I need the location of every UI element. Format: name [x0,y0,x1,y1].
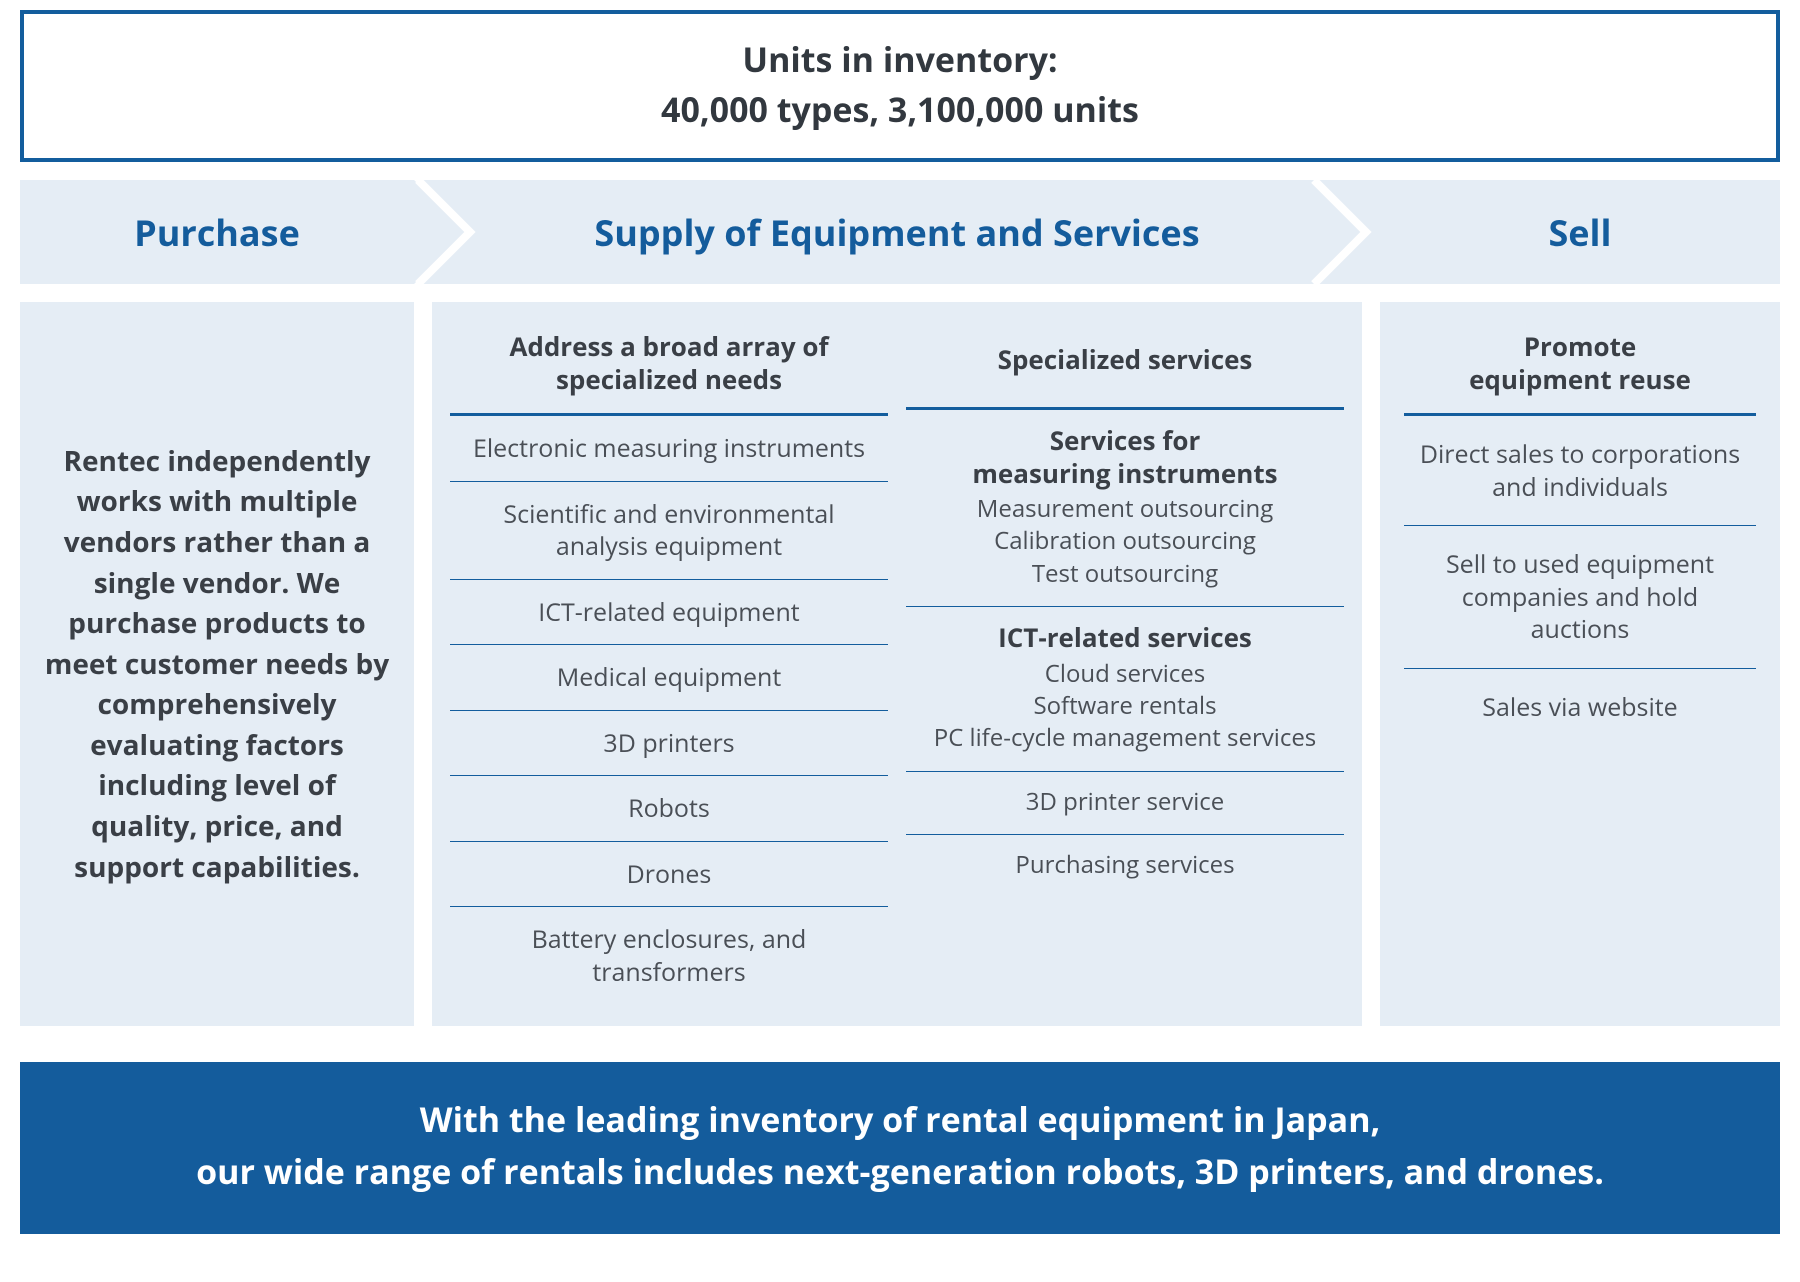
process-arrow-row: Purchase Supply of Equipment and Service… [20,180,1780,284]
needs-item: Battery enclosures, and transformers [450,907,888,1004]
purchase-column: Rentec independently works with multiple… [20,302,414,1026]
services-header: Specialized services [906,324,1344,410]
service-block-line: Software rentals [910,690,1340,722]
services-subcolumn: Specialized services Services formeasuri… [906,324,1344,1004]
service-block-line: Cloud services [910,658,1340,690]
inventory-header-box: Units in inventory: 40,000 types, 3,100,… [20,10,1780,162]
service-block: Purchasing services [906,835,1344,897]
service-block: 3D printer service [906,772,1344,835]
stage-sell: Sell [1380,180,1780,284]
sell-item: Direct sales to corporations and individ… [1404,416,1756,526]
sell-item: Sales via website [1404,669,1756,746]
service-block: ICT-related services Cloud servicesSoftwa… [906,607,1344,772]
stage-purchase-label: Purchase [134,208,300,257]
stage-supply-label: Supply of Equipment and Services [594,208,1199,257]
stage-purchase: Purchase [20,180,414,284]
needs-item: Robots [450,776,888,842]
content-columns: Rentec independently works with multiple… [20,302,1780,1026]
chevron-icon [414,180,484,284]
service-block-title: ICT-related services [910,621,1340,654]
service-block-line: PC life-cycle management services [910,722,1340,754]
service-block-line: Test outsourcing [910,558,1340,590]
inventory-header-line1: Units in inventory: [34,36,1766,82]
purchase-description: Rentec independently works with multiple… [44,441,390,888]
needs-header: Address a broad array of specialized nee… [450,324,888,416]
inventory-header-line2: 40,000 types, 3,100,000 units [34,86,1766,132]
sell-column: Promoteequipment reuse Direct sales to c… [1380,302,1780,1026]
sell-list: Direct sales to corporations and individ… [1404,416,1756,745]
service-block: Services formeasuring instruments Measure… [906,410,1344,607]
sell-item: Sell to used equipment companies and hol… [1404,526,1756,669]
service-block-title: Services formeasuring instruments [910,424,1340,489]
needs-item: ICT-related equipment [450,580,888,646]
supply-column: Address a broad array of specialized nee… [432,302,1362,1026]
services-list: Services formeasuring instruments Measure… [906,410,1344,898]
service-block-line: Purchasing services [910,849,1340,881]
infographic-root: Units in inventory: 40,000 types, 3,100,… [20,10,1780,1234]
needs-item: Scientific and environmental analysis eq… [450,482,888,580]
needs-item: Drones [450,842,888,908]
needs-list: Electronic measuring instrumentsScientif… [450,416,888,1004]
sell-header: Promoteequipment reuse [1404,324,1756,416]
service-block-line: Measurement outsourcing [910,493,1340,525]
banner-line1: With the leading inventory of rental equ… [40,1096,1760,1142]
service-block-line: Calibration outsourcing [910,525,1340,557]
chevron-icon [1310,180,1380,284]
needs-item: Electronic measuring instruments [450,416,888,482]
banner-line2: our wide range of rentals includes next-… [40,1148,1760,1194]
needs-subcolumn: Address a broad array of specialized nee… [450,324,888,1004]
sell-header-text: Promoteequipment reuse [1469,330,1691,395]
service-block-line: 3D printer service [910,786,1340,818]
stage-supply: Supply of Equipment and Services [484,180,1310,284]
stage-sell-label: Sell [1548,208,1611,257]
footer-banner: With the leading inventory of rental equ… [20,1062,1780,1234]
needs-item: 3D printers [450,711,888,777]
needs-item: Medical equipment [450,645,888,711]
